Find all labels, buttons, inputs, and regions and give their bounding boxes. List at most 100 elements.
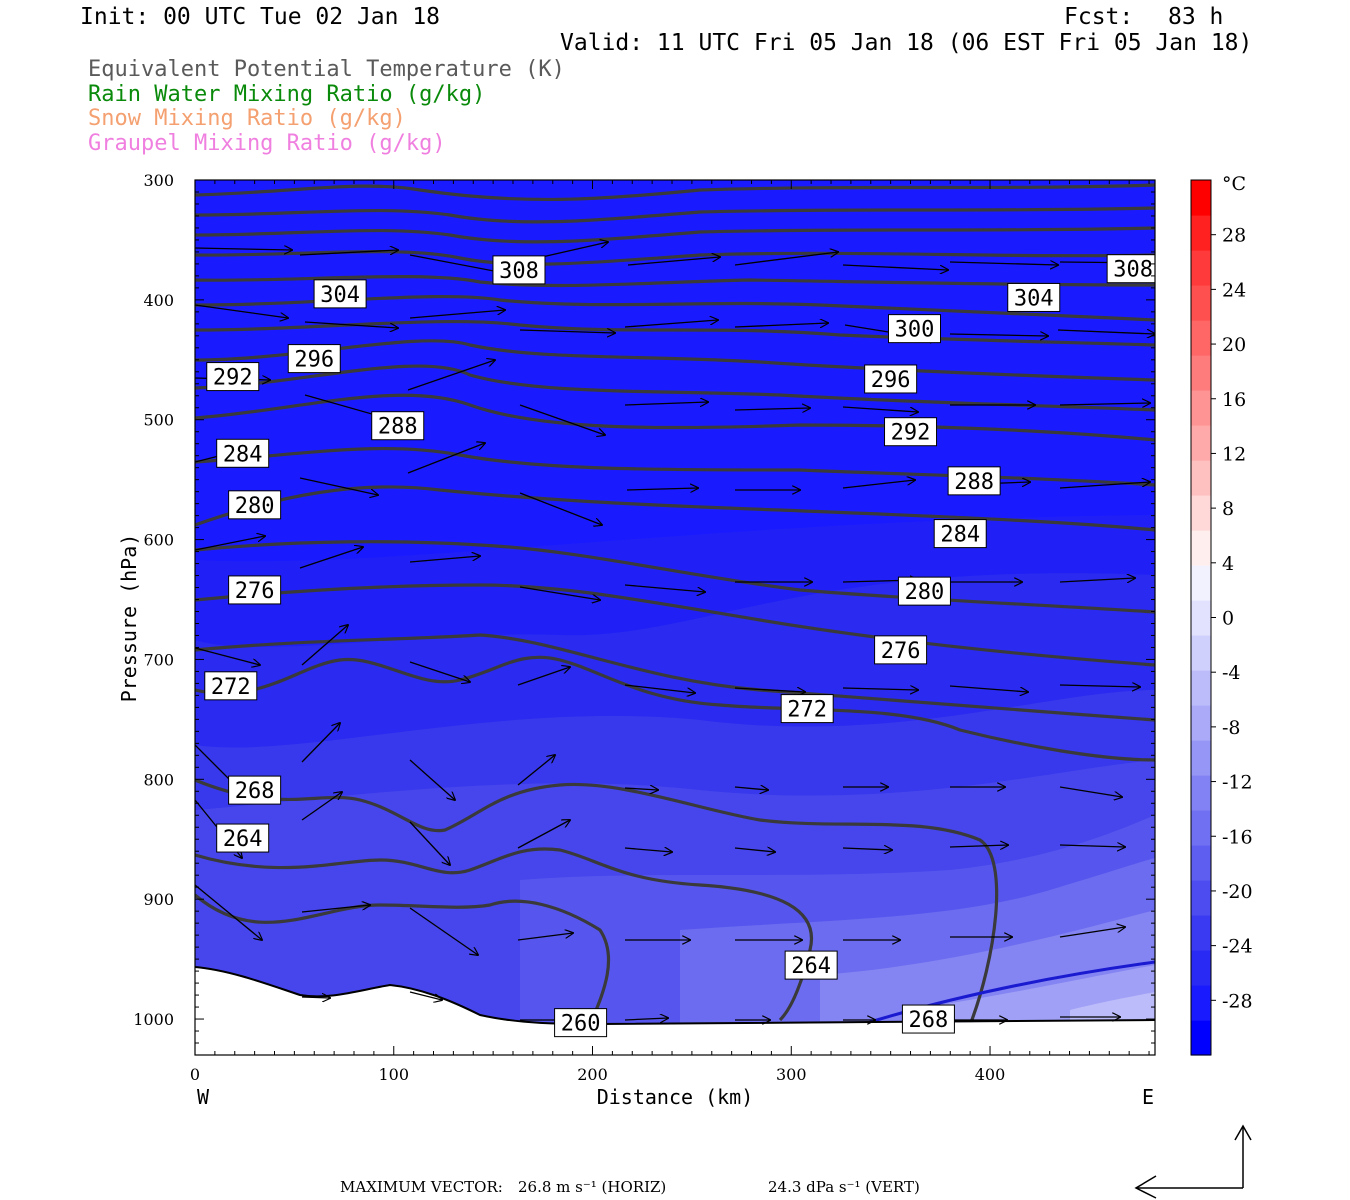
colorbar-segment xyxy=(1191,1020,1211,1056)
theta-e-label-box xyxy=(897,576,951,606)
colorbar-segment xyxy=(1191,355,1211,391)
colorbar-segment xyxy=(1191,600,1211,636)
theta-e-label-box xyxy=(1106,254,1155,284)
colorbar-segment xyxy=(1191,950,1211,986)
colorbar-segment xyxy=(1191,705,1211,741)
theta-e-label-box xyxy=(784,950,838,980)
theta-e-label-box xyxy=(216,438,270,468)
theta-e-label-box xyxy=(947,466,1001,496)
colorbar-segment xyxy=(1191,495,1211,531)
colorbar-label: -16 xyxy=(1222,826,1253,848)
legend-graupel: Graupel Mixing Ratio (g/kg) xyxy=(88,131,446,156)
colorbar-segment xyxy=(1191,180,1211,216)
colorbar-segment xyxy=(1191,460,1211,496)
theta-e-label-box xyxy=(313,279,367,309)
theta-e-label: 268 xyxy=(235,779,275,804)
theta-e-label: 300 xyxy=(895,318,935,343)
theta-e-label-box xyxy=(216,823,270,853)
theta-e-label: 284 xyxy=(223,442,263,467)
axis-ticks xyxy=(194,179,1155,1056)
colorbar-labels: 28 24 20 16 12 8 4 0 -4 -8 -12 -16 -20 -24 -28 xyxy=(1211,225,1253,1012)
colorbar-segment xyxy=(1191,635,1211,671)
colorbar-segment xyxy=(1191,775,1211,811)
x-end-label-west: W xyxy=(197,1085,210,1109)
theta-e-label-box xyxy=(492,255,546,285)
colorbar-segment xyxy=(1191,565,1211,601)
theta-e-label-box xyxy=(371,411,425,441)
colorbar-label: 8 xyxy=(1222,498,1234,520)
max-vector-horizontal: 26.8 m s⁻¹ (HORIZ) xyxy=(518,1178,667,1196)
y-tick-label: 800 xyxy=(143,770,174,789)
theta-e-label: 308 xyxy=(1113,258,1153,283)
colorbar-label: -8 xyxy=(1222,717,1241,739)
colorbar-segment xyxy=(1191,215,1211,251)
reference-vector xyxy=(1134,1124,1252,1199)
theta-e-label: 272 xyxy=(787,698,827,723)
colorbar-segment xyxy=(1191,880,1211,916)
max-vector-label: MAXIMUM VECTOR: xyxy=(340,1178,503,1196)
colorbar-label: -4 xyxy=(1222,662,1241,684)
theta-e-label-box xyxy=(780,694,834,724)
colorbar-label: -28 xyxy=(1222,990,1253,1012)
theta-e-label-box xyxy=(888,314,942,344)
colorbar-label: -20 xyxy=(1222,881,1253,903)
colorbar-segment xyxy=(1191,250,1211,286)
colorbar xyxy=(1190,179,1212,1056)
theta-e-label: 296 xyxy=(871,368,911,393)
theta-e-label: 272 xyxy=(211,675,251,700)
theta-e-label-box xyxy=(901,1004,955,1034)
y-tick-label: 500 xyxy=(143,411,174,430)
colorbar-label: -24 xyxy=(1222,936,1253,958)
theta-e-label: 264 xyxy=(791,954,831,979)
colorbar-segment xyxy=(1191,425,1211,461)
y-tick-labels: 300 400 500 600 700 800 900 1000 xyxy=(133,171,174,1029)
colorbar-unit: °C xyxy=(1222,173,1246,195)
colorbar-label: 12 xyxy=(1222,443,1246,465)
theta-e-label-box xyxy=(228,775,282,805)
x-end-label-east: E xyxy=(1142,1085,1154,1109)
theta-e-label-box xyxy=(228,490,282,520)
x-axis-title: Distance (km) xyxy=(597,1085,754,1109)
colorbar-label: 20 xyxy=(1222,334,1246,356)
theta-e-label: 296 xyxy=(294,348,334,373)
theta-e-label-box xyxy=(204,671,258,701)
legend-theta-e: Equivalent Potential Temperature (K) xyxy=(88,57,565,82)
colorbar-segment xyxy=(1191,915,1211,951)
theta-e-label: 268 xyxy=(909,1008,949,1033)
theta-e-labels: 308 308 304 304 300 296 296 292 292 288 288 284 284 2… xyxy=(204,254,1155,1038)
theta-e-label-box xyxy=(1007,282,1061,312)
theta-e-label: 280 xyxy=(235,494,275,519)
theta-e-label: 260 xyxy=(561,1012,601,1037)
colorbar-label: 0 xyxy=(1222,608,1234,630)
y-tick-label: 300 xyxy=(143,171,174,190)
legend-rain: Rain Water Mixing Ratio (g/kg) xyxy=(88,82,486,107)
theta-e-label: 280 xyxy=(905,580,945,605)
theta-e-label: 276 xyxy=(235,579,275,604)
x-tick-label: 400 xyxy=(975,1065,1006,1084)
colorbar-segment xyxy=(1191,530,1211,566)
colorbar-segment xyxy=(1191,845,1211,881)
x-tick-labels: 0 100 200 300 400 xyxy=(190,1065,1005,1084)
theta-e-label-box xyxy=(287,344,341,374)
y-tick-label: 700 xyxy=(143,650,174,669)
theta-e-label-box xyxy=(206,362,260,392)
x-tick-label: 300 xyxy=(776,1065,807,1084)
y-tick-label: 600 xyxy=(143,531,174,550)
colorbar-label: 24 xyxy=(1222,279,1246,301)
y-tick-label: 400 xyxy=(143,291,174,310)
theta-e-label: 288 xyxy=(378,415,418,440)
theta-e-label: 292 xyxy=(891,421,931,446)
y-axis-title: Pressure (hPa) xyxy=(117,534,141,703)
max-vector-vertical: 24.3 dPa s⁻¹ (VERT) xyxy=(768,1178,920,1196)
theta-e-label: 284 xyxy=(940,523,980,548)
x-tick-label: 200 xyxy=(577,1065,608,1084)
theta-e-label: 276 xyxy=(881,639,921,664)
valid-time: Valid: 11 UTC Fri 05 Jan 18 (06 EST Fri … xyxy=(560,30,1253,56)
colorbar-segment xyxy=(1191,320,1211,356)
colorbar-label: 16 xyxy=(1222,389,1246,411)
colorbar-segment xyxy=(1191,390,1211,426)
theta-e-label-box xyxy=(874,635,928,665)
theta-e-label: 304 xyxy=(1014,286,1054,311)
init-time: Init: 00 UTC Tue 02 Jan 18 xyxy=(80,4,441,30)
colorbar-segment xyxy=(1191,810,1211,846)
